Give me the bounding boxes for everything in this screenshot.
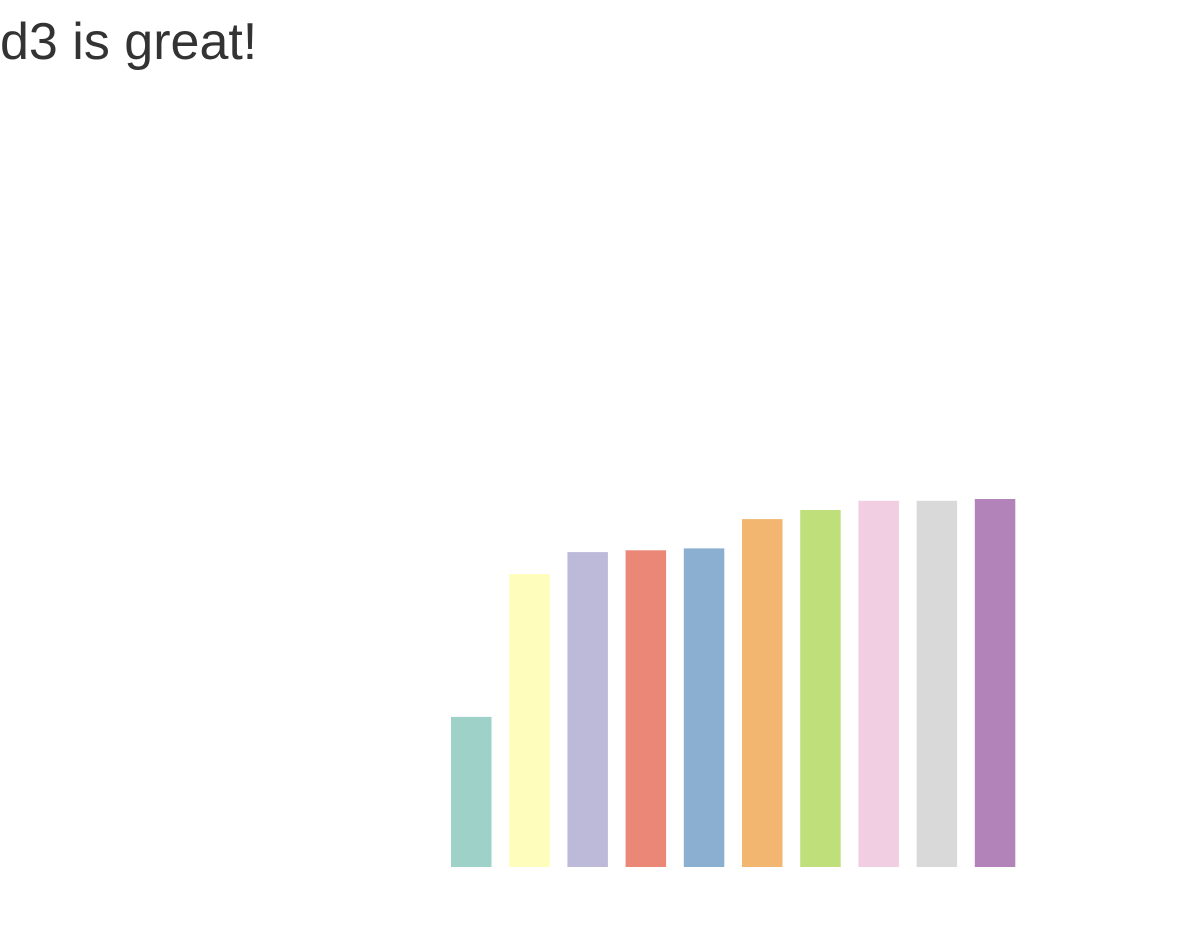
bar-10 (974, 499, 1016, 867)
bar-7 (800, 510, 841, 867)
page-title: d3 is great! (0, 13, 258, 71)
bar-4 (625, 550, 667, 867)
bar-2 (509, 574, 550, 867)
bar-3 (567, 552, 608, 867)
bar-9 (916, 500, 958, 867)
bar-5 (683, 548, 725, 867)
bar-6 (742, 519, 783, 867)
bar-1 (451, 716, 492, 867)
bar-8 (858, 500, 899, 867)
bar-group (451, 499, 1016, 867)
